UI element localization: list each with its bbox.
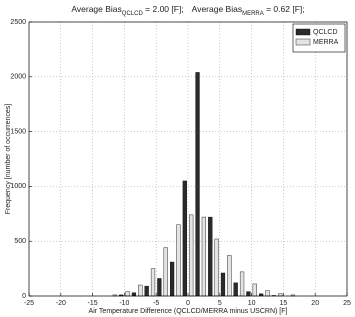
bar [176, 224, 181, 297]
title-part: = 0.62 [F]; [264, 4, 305, 14]
y-tick-label: 2000 [10, 74, 26, 81]
bar [265, 290, 270, 297]
bar [233, 282, 238, 297]
bar [125, 291, 130, 297]
bar [182, 180, 187, 297]
x-tick-label: -20 [56, 300, 66, 307]
bar [157, 278, 162, 297]
x-tick-label: 25 [343, 300, 351, 307]
y-tick-label: 1500 [10, 128, 26, 135]
bar [195, 72, 200, 297]
legend-swatch [295, 28, 311, 36]
legend-swatch [295, 38, 311, 46]
bar [201, 216, 207, 297]
bar [214, 238, 219, 297]
bar [220, 272, 226, 297]
x-tick-label: 20 [311, 300, 319, 307]
x-tick-label: -25 [24, 300, 34, 307]
y-tick-label: 2500 [10, 19, 26, 26]
bar [227, 255, 232, 297]
y-tick-label: 0 [22, 293, 26, 300]
x-axis-label: Air Temperature Difference (QCLCD/MERRA … [89, 308, 288, 315]
y-tick-label: 500 [14, 238, 26, 245]
y-tick-label: 1000 [10, 183, 26, 190]
bar [131, 292, 137, 297]
title-part: QCLCD [122, 11, 144, 17]
title-part: Average Bias [192, 4, 242, 14]
bar [150, 268, 156, 297]
x-tick-label: -5 [153, 300, 159, 307]
title-part: Average Bias [71, 4, 121, 14]
title-part: MERRA [242, 11, 264, 17]
legend-label: QCLCD [313, 29, 338, 36]
x-tick-label: 5 [218, 300, 222, 307]
bar [239, 271, 245, 297]
bar [252, 283, 257, 297]
bar [246, 291, 251, 297]
y-axis-label: Frequency [number of occurrences] [5, 104, 12, 215]
x-tick-label: 10 [248, 300, 256, 307]
title-part: = 2.00 [F]; [143, 4, 184, 14]
bar [208, 216, 213, 297]
x-tick-label: 0 [186, 300, 190, 307]
bar [189, 214, 194, 297]
bar [169, 261, 175, 297]
bar [138, 284, 143, 297]
legend-label: MERRA [313, 39, 339, 46]
plot-frame [28, 21, 348, 297]
chart-title: Average BiasQCLCD = 2.00 [F]; Average Bia… [71, 4, 304, 16]
x-tick-label: -10 [119, 300, 129, 307]
x-tick-label: 15 [280, 300, 288, 307]
bar [144, 285, 149, 297]
bar [163, 247, 168, 297]
legend-box [292, 23, 346, 53]
x-tick-label: -15 [88, 300, 98, 307]
